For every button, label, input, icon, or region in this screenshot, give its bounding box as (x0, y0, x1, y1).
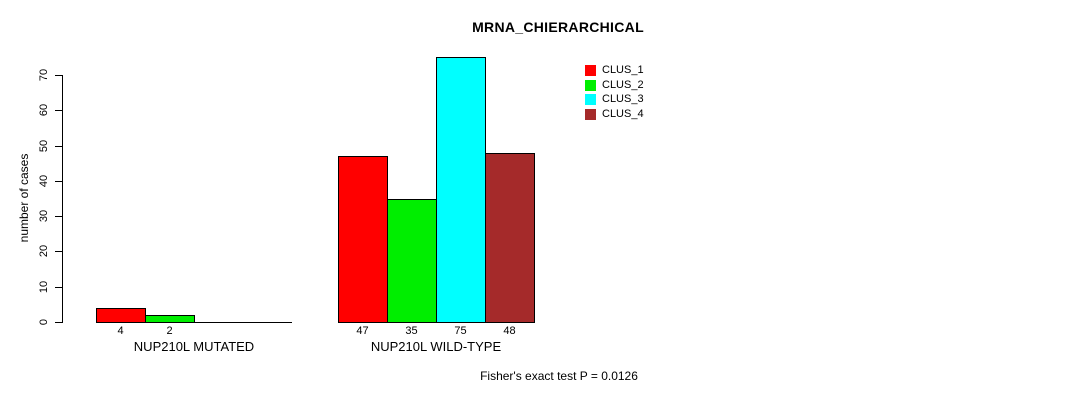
y-tick-label: 70 (38, 68, 50, 82)
legend-label: CLUS_4 (602, 107, 644, 120)
bar-value-label: 4 (117, 325, 124, 337)
y-axis-label: number of cases (17, 153, 31, 243)
y-tick-label: 40 (38, 174, 50, 187)
y-axis-line (62, 75, 63, 323)
y-tick (55, 251, 62, 253)
y-tick (55, 145, 62, 147)
legend-swatch (585, 79, 596, 91)
legend-label: CLUS_1 (602, 64, 644, 76)
y-tick-label: 0 (38, 318, 50, 326)
bar (387, 198, 437, 323)
bar-value-label: 2 (166, 325, 173, 337)
annotation-text: Fisher's exact test P = 0.0126 (480, 369, 638, 383)
legend-swatch (585, 65, 596, 76)
y-tick (55, 216, 62, 218)
y-tick (55, 322, 62, 323)
bar (338, 156, 388, 323)
bar-value-label: 35 (405, 325, 418, 337)
x-category-label: NUP210L MUTATED (133, 339, 255, 354)
legend-swatch (585, 94, 596, 105)
legend-swatch (585, 108, 596, 120)
bar (485, 152, 535, 323)
y-tick (55, 75, 62, 76)
y-tick-label: 20 (38, 245, 50, 258)
y-tick-label: 60 (38, 104, 50, 117)
y-tick (55, 180, 62, 182)
y-tick-label: 50 (38, 139, 50, 152)
chart-title: MRNA_CHIERARCHICAL (472, 19, 644, 35)
y-tick (55, 110, 62, 112)
legend-label: CLUS_2 (602, 78, 644, 91)
y-tick-label: 10 (38, 280, 50, 293)
bar-value-label: 75 (454, 325, 467, 337)
bar-value-label: 47 (356, 325, 369, 337)
bar (436, 57, 486, 323)
legend-label: CLUS_3 (602, 93, 644, 105)
y-tick (55, 286, 62, 288)
bar (96, 307, 146, 323)
y-tick-label: 30 (38, 210, 50, 223)
bar-value-label: 48 (503, 325, 516, 337)
x-category-label: NUP210L WILD-TYPE (370, 339, 502, 354)
bar (145, 314, 195, 323)
